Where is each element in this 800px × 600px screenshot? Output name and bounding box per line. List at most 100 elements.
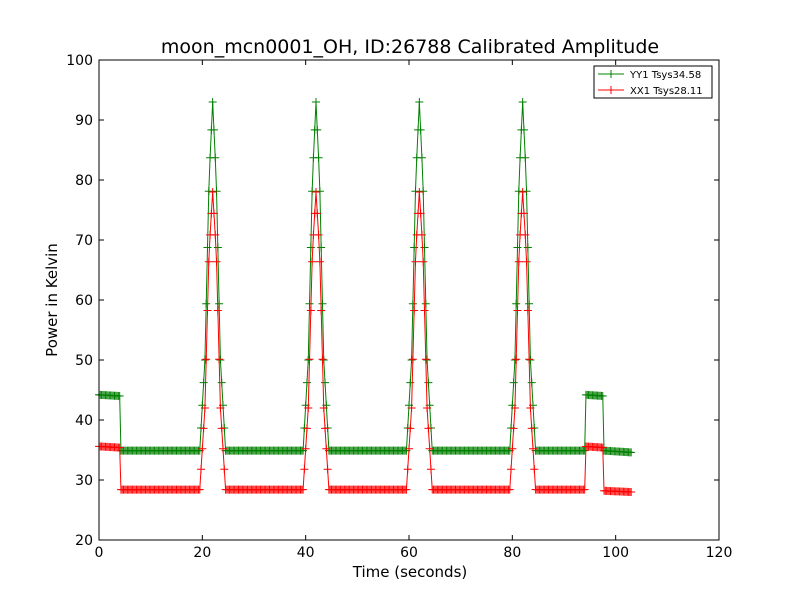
data-point [318,299,327,308]
data-point [317,243,326,252]
data-point [410,306,419,315]
data-point [197,465,206,474]
data-point [420,243,429,252]
x-tick-label-4: 80 [503,545,521,561]
data-point [204,187,213,196]
data-point [510,356,519,364]
data-point [204,257,213,266]
data-point [507,465,516,474]
data-point [319,404,328,412]
series-markers-0 [95,98,636,457]
data-point [208,98,217,106]
data-point [199,424,208,433]
data-point [312,188,320,196]
data-point [408,299,417,308]
data-point [209,209,218,218]
data-point [322,444,331,453]
data-point [199,378,208,387]
data-point [304,356,313,364]
data-point [216,356,225,364]
data-point [508,444,517,453]
data-point [211,230,220,239]
data-point [419,257,428,266]
data-point [509,424,518,433]
data-point [425,444,434,453]
data-point [198,444,207,453]
y-tick-label-2: 40 [75,413,93,429]
data-point [523,243,532,252]
data-point [213,243,222,252]
legend: YY1 Tsys34.58 XX1 Tsys28.11 [593,65,713,99]
data-point [426,465,435,474]
data-point [313,209,322,218]
legend-marker-xx1 [607,86,615,94]
x-tick-label-1: 20 [193,545,211,561]
data-point [301,444,310,453]
data-point [518,98,527,106]
data-point [521,230,530,239]
data-point [203,306,212,315]
data-point [529,444,537,453]
x-tick-label-0: 0 [95,545,104,561]
data-point [410,243,419,252]
data-point [306,306,315,315]
data-point [513,243,522,252]
data-point [308,257,317,266]
data-point [514,187,523,196]
data-point [407,356,416,364]
data-point [215,355,224,364]
data-point [406,424,415,433]
data-point [598,391,607,400]
data-point [217,378,226,387]
data-point [416,125,425,134]
data-point [403,465,412,474]
data-point [419,187,428,196]
data-point [115,392,124,400]
data-point [530,465,539,474]
data-point [314,230,323,239]
data-point [308,187,317,196]
data-point [519,209,528,218]
data-point [115,443,124,452]
data-point [313,125,322,134]
data-point [522,257,531,266]
data-point [527,378,536,387]
data-point [580,485,589,494]
data-point [512,299,521,308]
data-point [211,153,220,162]
x-tick-label-5: 100 [602,545,629,561]
data-point [580,446,589,455]
data-point [304,404,313,412]
y-tick-label-0: 20 [75,533,93,549]
data-point [415,98,424,106]
data-point [509,378,518,387]
data-point [305,355,314,364]
y-tick-label-1: 30 [75,473,93,489]
data-point [525,355,534,364]
data-point [195,485,204,494]
data-point [523,306,532,315]
data-point [527,424,536,433]
data-point [300,465,309,474]
data-point [321,424,330,433]
data-point [212,257,221,266]
data-point [402,485,411,494]
legend-label-xx1: XX1 Tsys28.11 [630,86,703,97]
data-point [314,153,323,162]
data-point [200,356,209,364]
data-point [315,257,324,266]
data-point [302,424,311,433]
data-point [415,188,424,196]
y-tick-label-7: 90 [75,113,93,129]
data-point [209,125,218,134]
data-point [519,125,528,134]
y-tick-label-8: 100 [66,53,93,69]
data-point [598,443,607,452]
data-point [312,98,320,106]
series-layer [95,98,636,496]
data-point [216,404,225,412]
data-point [323,465,332,474]
data-point [421,299,430,308]
